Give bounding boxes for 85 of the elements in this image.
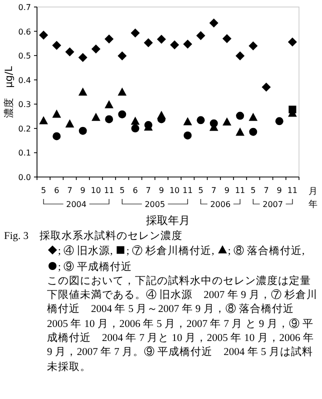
point [78,126,87,135]
point [118,51,127,60]
point [157,115,166,124]
text: 年 [308,199,318,210]
x-tick-label: 5 [198,186,204,195]
legend-label: ; ⑧ 落合橋付近, [228,246,305,258]
x-axis-title: 採取年月 [146,214,190,227]
y-axis-title: 濃度 μg/L [3,66,15,118]
point [222,117,232,126]
point [210,119,218,128]
point [130,28,140,38]
point [275,117,284,126]
point [209,18,218,28]
y-tick-label: 0.0 [18,173,31,182]
point [196,116,205,124]
point [105,115,114,124]
y-tick-label: 0.6 [18,27,31,36]
x-tick-label: 7 [146,186,151,195]
point [104,34,114,44]
point [236,51,245,60]
y-tick-label: 0.5 [18,52,31,61]
x-tick-label: 11 [104,186,114,195]
point [170,40,180,50]
point [236,112,244,120]
x-tick-label: 9 [158,186,164,195]
text: 2007 [262,200,283,209]
x-tick-label: 11 [182,186,193,195]
x-tick-label: 9 [224,186,230,195]
text: この図において，下記の試料水中のセレン濃度は定量下限値未満である。④ 旧水源 2007 年 9 月，⑦ 杉倉川橋付近 2004 年 5 月～2007 年 9 月，⑧ 落合橋付近 2005 年 10 月，2006 年 5 月，2007 年 7 月 と 9 月，⑨ 平成橋付近 2004 年 7 月と 10 月，2005 年 10 月，2006 年 9 月，2007 年 7 月。⑨ 平成橋付近 2004 年 5 月は試料未採取。 [46,274,318,375]
legend-label: ; ⑦ 杉倉川橋付近, [126,246,214,258]
x-tick-label: 7 [264,186,269,195]
x-tick-label: 9 [80,186,86,195]
x-tick-label: 10 [90,186,102,195]
point [118,110,126,118]
point [131,124,140,132]
x-tick-label: 7 [67,186,72,195]
point [156,34,166,44]
point [248,112,258,121]
x-tick-label: 6 [132,186,138,195]
text: 2006 [210,200,231,209]
point [183,117,192,126]
point [52,40,62,50]
point [39,30,48,40]
point [52,110,62,118]
point [249,128,258,136]
x-tick-label: 9 [276,186,282,195]
y-tick-label: 0.4 [18,76,31,85]
text: Fig. 3 採取水系水試料のセレン濃度 [4,230,184,244]
point [288,37,297,46]
point [144,38,153,48]
point [248,41,258,50]
point [183,40,192,49]
point [78,53,88,62]
y-tick-label: 0.7 [18,3,31,12]
point [130,116,140,125]
y-tick-label: 0.1 [18,148,31,158]
point [78,87,88,96]
x-tick-label: 5 [250,186,256,195]
y-tick-label: 0.2 [18,124,31,134]
legend-label: ; ④ 旧水源, [58,246,113,258]
point [92,112,100,121]
point [52,132,61,140]
x-tick-label: 11 [287,186,298,195]
x-tick-label: 5 [120,186,125,195]
point [104,100,114,108]
text: 2004 [66,200,86,209]
x-tick-label: 7 [211,186,216,195]
point [184,131,192,140]
point [65,47,74,56]
x-tick-label: 11 [234,186,246,195]
point [222,34,232,44]
point [236,128,244,136]
x-tick-label: 5 [41,186,46,195]
point [65,119,74,128]
x-tick-label: 10 [169,186,180,195]
legend-label: ; ⑨ 平成橋付近 [58,262,132,273]
point [118,87,127,96]
text: 月 [308,187,318,197]
x-tick-label: 6 [54,186,60,195]
point [262,82,271,92]
point [196,31,206,40]
y-tick-label: 0.3 [18,100,31,110]
point [91,44,100,54]
text: 2005 [144,200,166,209]
point [39,116,48,124]
